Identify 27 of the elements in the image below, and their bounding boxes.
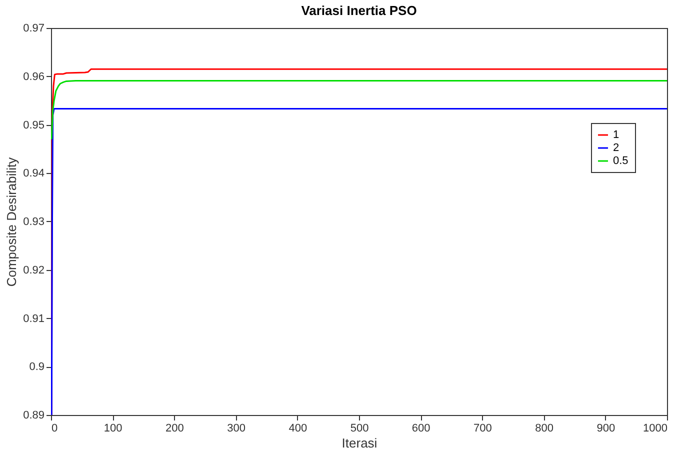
legend-label: 1 [613,129,620,141]
y-tick-label: 0.94 [23,168,44,180]
x-tick-label: 100 [104,422,122,434]
x-tick-label: 700 [474,422,492,434]
x-tick-label: 500 [350,422,369,434]
x-tick-label: 800 [535,422,554,434]
y-tick-label: 0.91 [23,312,44,325]
x-tick-label: 900 [596,422,616,434]
y-axis-title: Composite Desirability [4,156,20,287]
x-tick-label: 1000 [643,422,668,434]
y-tick-label: 0.97 [23,22,44,34]
y-tick-label: 0.95 [23,119,44,132]
y-tick-label: 0.93 [23,216,44,228]
line-series [51,80,667,140]
legend-label: 2 [613,142,620,154]
x-tick-label: 600 [412,422,430,434]
x-tick-label: 0 [52,422,58,434]
x-tick-label: 200 [166,422,184,434]
legend-label: 0.5 [613,155,628,167]
chart-title: Variasi Inertia PSO [301,3,417,18]
x-tick-label: 300 [227,422,246,434]
y-tick-label: 0.9 [29,361,44,374]
x-axis-title: Iterasi [342,436,378,450]
y-tick-label: 0.89 [23,410,44,422]
x-tick-label: 400 [288,422,308,434]
y-tick-label: 0.96 [23,70,44,83]
y-tick-label: 0.92 [23,264,44,276]
